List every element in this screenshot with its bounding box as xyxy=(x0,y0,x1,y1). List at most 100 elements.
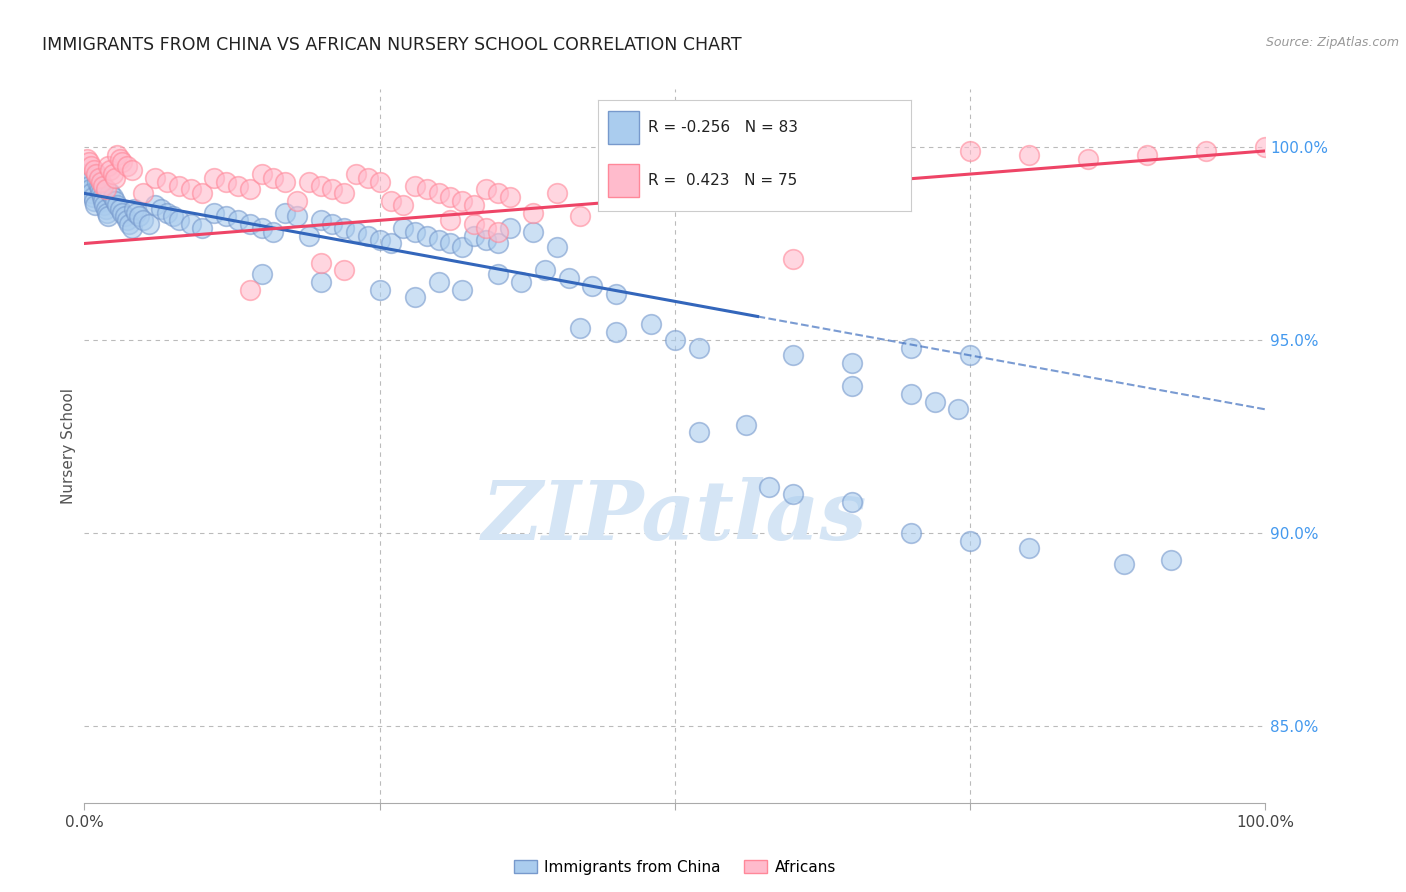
Point xyxy=(782,487,804,501)
Point xyxy=(91,194,114,208)
Point xyxy=(463,217,485,231)
Point xyxy=(76,152,98,166)
Point xyxy=(250,268,273,282)
Point xyxy=(486,186,509,201)
Point xyxy=(202,170,225,185)
Point xyxy=(156,175,179,189)
Point xyxy=(321,217,343,231)
Point xyxy=(90,175,112,189)
Point xyxy=(250,167,273,181)
Point xyxy=(486,225,509,239)
Point xyxy=(94,182,117,196)
Point xyxy=(581,279,603,293)
Point xyxy=(122,202,145,216)
Point xyxy=(782,348,804,362)
Point xyxy=(121,163,143,178)
Point xyxy=(90,186,112,201)
Point xyxy=(380,194,402,208)
Point xyxy=(522,225,544,239)
Point xyxy=(309,275,332,289)
Point xyxy=(143,198,166,212)
Point xyxy=(298,228,321,243)
Point xyxy=(202,205,225,219)
Legend: Immigrants from China, Africans: Immigrants from China, Africans xyxy=(508,854,842,880)
Point xyxy=(128,210,150,224)
Point xyxy=(132,186,155,201)
Point xyxy=(162,210,184,224)
Point xyxy=(87,170,110,185)
Point xyxy=(463,228,485,243)
Point xyxy=(557,271,579,285)
Point xyxy=(333,263,356,277)
Point xyxy=(321,182,343,196)
Point xyxy=(546,240,568,254)
Point xyxy=(404,225,426,239)
Y-axis label: Nursery School: Nursery School xyxy=(60,388,76,504)
Point xyxy=(115,213,138,227)
Point xyxy=(451,194,474,208)
Point xyxy=(239,182,262,196)
Point xyxy=(451,283,474,297)
Point xyxy=(94,202,117,216)
Point xyxy=(191,221,214,235)
Point xyxy=(948,402,970,417)
Point xyxy=(510,275,533,289)
Point xyxy=(959,144,981,158)
Point xyxy=(156,205,179,219)
Point xyxy=(841,379,863,393)
Point xyxy=(167,178,190,193)
Point xyxy=(368,175,391,189)
Point xyxy=(114,210,136,224)
Point xyxy=(108,202,131,216)
Point xyxy=(344,225,367,239)
Point xyxy=(215,210,238,224)
Text: IMMIGRANTS FROM CHINA VS AFRICAN NURSERY SCHOOL CORRELATION CHART: IMMIGRANTS FROM CHINA VS AFRICAN NURSERY… xyxy=(42,36,742,54)
Point xyxy=(96,205,118,219)
Point xyxy=(107,148,129,162)
Point xyxy=(84,167,107,181)
Point xyxy=(534,263,557,277)
Point xyxy=(427,233,450,247)
Point xyxy=(80,159,103,173)
Point xyxy=(439,190,461,204)
Point xyxy=(91,190,114,204)
Point xyxy=(91,178,114,193)
Point xyxy=(416,228,439,243)
Point xyxy=(475,233,498,247)
Point xyxy=(392,198,415,212)
Point xyxy=(522,205,544,219)
Point xyxy=(734,417,756,432)
Point xyxy=(84,167,107,181)
Point xyxy=(97,159,120,173)
Point xyxy=(104,194,127,208)
Point xyxy=(404,291,426,305)
Point xyxy=(1136,148,1159,162)
Point xyxy=(215,175,238,189)
Point xyxy=(368,233,391,247)
Point xyxy=(333,186,356,201)
Point xyxy=(250,221,273,235)
Point xyxy=(77,178,100,193)
Point xyxy=(76,170,98,185)
Point xyxy=(150,202,173,216)
Point xyxy=(138,217,160,231)
Point xyxy=(108,152,131,166)
Point xyxy=(959,533,981,548)
Point xyxy=(77,155,100,169)
Point xyxy=(98,163,121,178)
Point xyxy=(498,190,520,204)
Point xyxy=(83,163,105,178)
Point xyxy=(959,348,981,362)
Point xyxy=(298,175,321,189)
Point xyxy=(1018,148,1040,162)
Point xyxy=(1018,541,1040,556)
Point xyxy=(546,186,568,201)
Point xyxy=(380,236,402,251)
Point xyxy=(392,221,415,235)
Point xyxy=(98,186,121,201)
Point xyxy=(77,175,100,189)
Point xyxy=(180,182,202,196)
Point xyxy=(1254,140,1277,154)
Point xyxy=(1077,152,1099,166)
Point xyxy=(900,341,922,355)
